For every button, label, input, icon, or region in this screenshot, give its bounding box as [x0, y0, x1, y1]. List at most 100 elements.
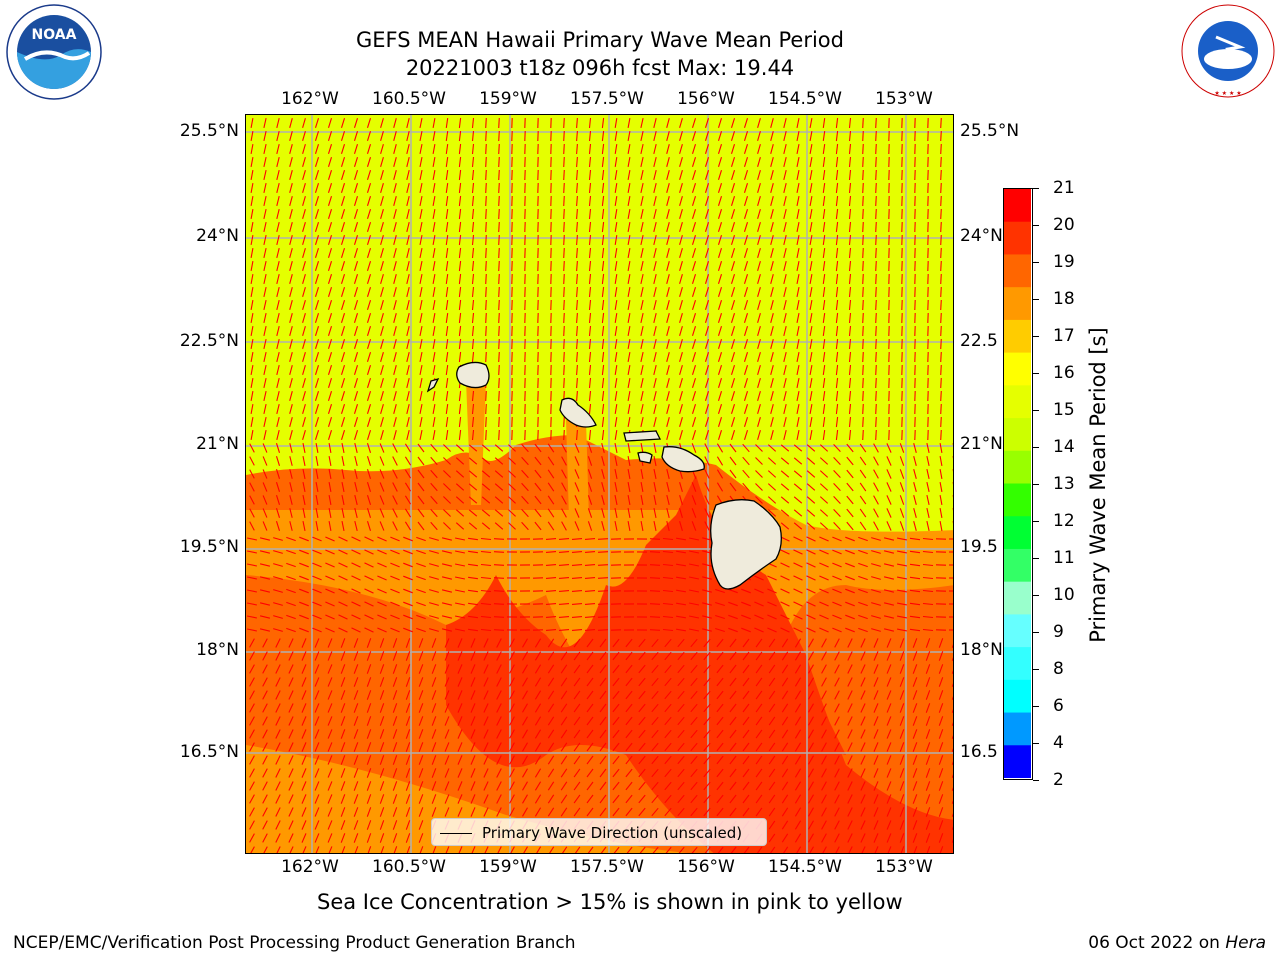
wave-arrow	[781, 820, 789, 830]
wave-arrow	[702, 589, 712, 593]
wave-arrow	[484, 846, 489, 853]
wave-arrow	[875, 156, 877, 168]
wave-arrow	[390, 601, 400, 607]
wave-arrow	[445, 430, 449, 440]
wave-arrow	[275, 729, 281, 739]
wave-arrow	[246, 589, 258, 593]
wave-arrow	[485, 299, 487, 311]
wave-arrow	[299, 614, 309, 620]
wave-arrow	[757, 365, 761, 375]
wave-arrow	[704, 131, 710, 141]
wave-arrow	[419, 416, 423, 428]
wave-arrow	[860, 742, 866, 752]
wave-arrow	[328, 482, 332, 492]
wave-arrow	[366, 768, 372, 778]
wave-arrow	[822, 209, 826, 219]
wave-arrow	[847, 729, 853, 739]
wave-arrow	[392, 781, 398, 791]
wave-arrow	[275, 443, 281, 453]
wave-arrow	[508, 496, 516, 504]
wave-arrow	[715, 614, 725, 620]
wave-arrow	[327, 690, 333, 700]
wave-arrow	[444, 664, 450, 674]
wave-arrow	[717, 118, 723, 128]
wave-arrow	[522, 729, 528, 739]
wave-arrow	[340, 118, 346, 128]
wave-arrow	[819, 601, 829, 607]
wave-arrow	[757, 313, 761, 323]
wave-arrow	[418, 755, 424, 765]
wave-arrow	[704, 248, 710, 258]
wave-arrow	[573, 729, 581, 739]
wave-arrow	[808, 781, 814, 791]
wave-arrow	[250, 131, 254, 141]
wave-arrow	[822, 404, 826, 414]
wave-arrow	[445, 365, 449, 375]
wave-arrow	[547, 508, 555, 518]
wave-arrow	[483, 755, 489, 765]
wave-arrow	[483, 781, 489, 791]
wave-arrow	[314, 365, 320, 375]
lon-tick-bottom: 156°W	[677, 857, 735, 877]
wave-arrow	[627, 300, 631, 310]
wave-arrow	[940, 390, 942, 402]
wave-arrow	[846, 482, 854, 492]
wave-arrow	[835, 195, 839, 207]
wave-arrow	[638, 742, 646, 752]
wave-arrow	[743, 170, 749, 180]
wave-arrow	[600, 846, 607, 853]
wave-arrow	[809, 157, 813, 167]
wave-arrow	[728, 614, 738, 620]
wave-arrow	[627, 482, 631, 492]
wave-arrow	[614, 468, 618, 480]
wave-arrow	[938, 651, 944, 661]
wave-arrow	[471, 273, 475, 285]
wave-arrow	[862, 221, 864, 233]
wave-arrow	[576, 299, 578, 311]
wave-arrow	[302, 209, 306, 219]
wave-arrow	[444, 729, 450, 739]
wave-arrow	[808, 807, 814, 817]
wave-arrow	[835, 221, 839, 233]
wave-arrow	[432, 339, 436, 349]
wave-arrow	[716, 651, 724, 661]
sea-ice-note: Sea Ice Concentration > 15% is shown in …	[317, 890, 903, 914]
wave-arrow	[366, 742, 372, 752]
wave-arrow	[561, 469, 567, 479]
wave-arrow	[819, 562, 829, 568]
wave-arrow	[848, 273, 852, 285]
wave-arrow	[835, 260, 839, 272]
wave-arrow	[588, 429, 592, 441]
wave-arrow	[454, 576, 466, 580]
wave-arrow	[419, 377, 423, 389]
wave-arrow	[640, 351, 644, 363]
wave-arrow	[848, 429, 852, 441]
wave-arrow	[494, 509, 504, 517]
wave-arrow	[432, 235, 436, 245]
wave-arrow	[327, 339, 333, 349]
wave-arrow	[951, 683, 953, 687]
wave-arrow	[405, 794, 411, 804]
wave-arrow	[873, 768, 879, 778]
wave-arrow	[690, 794, 698, 804]
wave-arrow	[392, 794, 398, 804]
wave-arrow	[809, 235, 813, 245]
wave-arrow	[653, 182, 657, 194]
wave-arrow	[275, 820, 281, 830]
wave-arrow	[289, 404, 293, 414]
wave-arrow	[899, 664, 905, 674]
wave-arrow	[871, 589, 881, 593]
wave-arrow	[288, 768, 294, 778]
wave-arrow	[691, 131, 697, 141]
colorbar-swatch	[1004, 352, 1031, 386]
wave-arrow	[794, 833, 802, 843]
wave-arrow	[468, 483, 478, 491]
wave-arrow	[262, 651, 268, 661]
wave-arrow	[353, 222, 359, 232]
colorbar-swatch	[1004, 319, 1031, 354]
wave-arrow	[691, 118, 697, 128]
wave-arrow	[755, 664, 763, 674]
legend-line-icon	[440, 833, 472, 834]
wave-arrow	[419, 351, 423, 363]
wave-arrow	[563, 208, 565, 220]
